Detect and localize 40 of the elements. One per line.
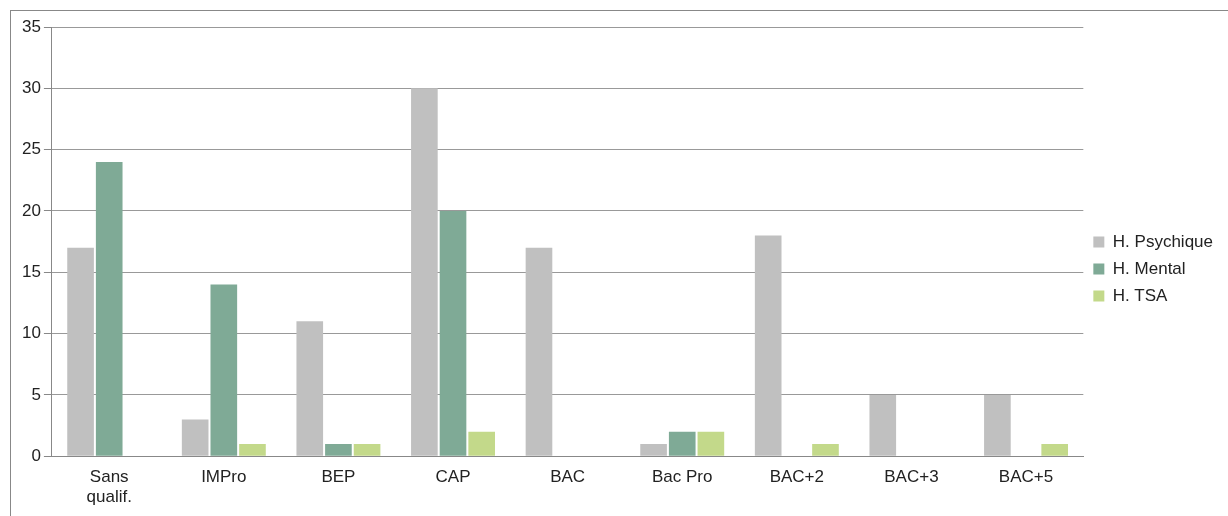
legend-label: H. TSA	[1112, 285, 1168, 305]
y-tick-label: 10	[21, 323, 41, 343]
x-tick-label: BAC	[550, 467, 586, 487]
y-tick-label: 35	[21, 16, 41, 36]
x-tick-label: IMPro	[201, 467, 247, 487]
bar	[640, 443, 667, 456]
bar	[812, 443, 839, 456]
bar	[95, 161, 123, 456]
y-tick-label: 15	[21, 261, 41, 281]
y-tick-label: 20	[21, 200, 41, 220]
y-tick-label: 5	[31, 384, 41, 404]
legend-label: H. Psychique	[1112, 231, 1214, 251]
x-tick-label: Bac Pro	[651, 467, 713, 487]
x-tick-label: Sans qualif.	[86, 467, 132, 507]
bar	[1041, 443, 1069, 456]
bar	[325, 443, 352, 456]
bar	[984, 394, 1011, 456]
y-tick-label: 0	[31, 445, 41, 465]
bar	[439, 210, 467, 456]
bar	[296, 321, 324, 456]
x-tick-label: CAP	[435, 467, 471, 487]
x-tick-label: BEP	[321, 467, 356, 487]
bar	[754, 235, 782, 456]
bar	[210, 284, 238, 456]
bar	[181, 419, 209, 456]
bar	[668, 431, 696, 456]
bar	[239, 443, 266, 456]
x-tick-label: BAC+3	[884, 467, 939, 487]
bar	[697, 431, 725, 456]
x-tick-label: BAC+5	[998, 467, 1054, 487]
y-tick-label: 25	[21, 139, 41, 159]
bar	[353, 443, 381, 456]
bar	[525, 247, 553, 456]
x-tick-label: BAC+2	[769, 467, 825, 487]
bar	[411, 88, 438, 456]
bar	[67, 247, 94, 456]
legend-label: H. Mental	[1112, 258, 1186, 278]
bar	[869, 394, 897, 456]
y-tick-label: 30	[21, 78, 41, 97]
bar	[468, 431, 495, 456]
